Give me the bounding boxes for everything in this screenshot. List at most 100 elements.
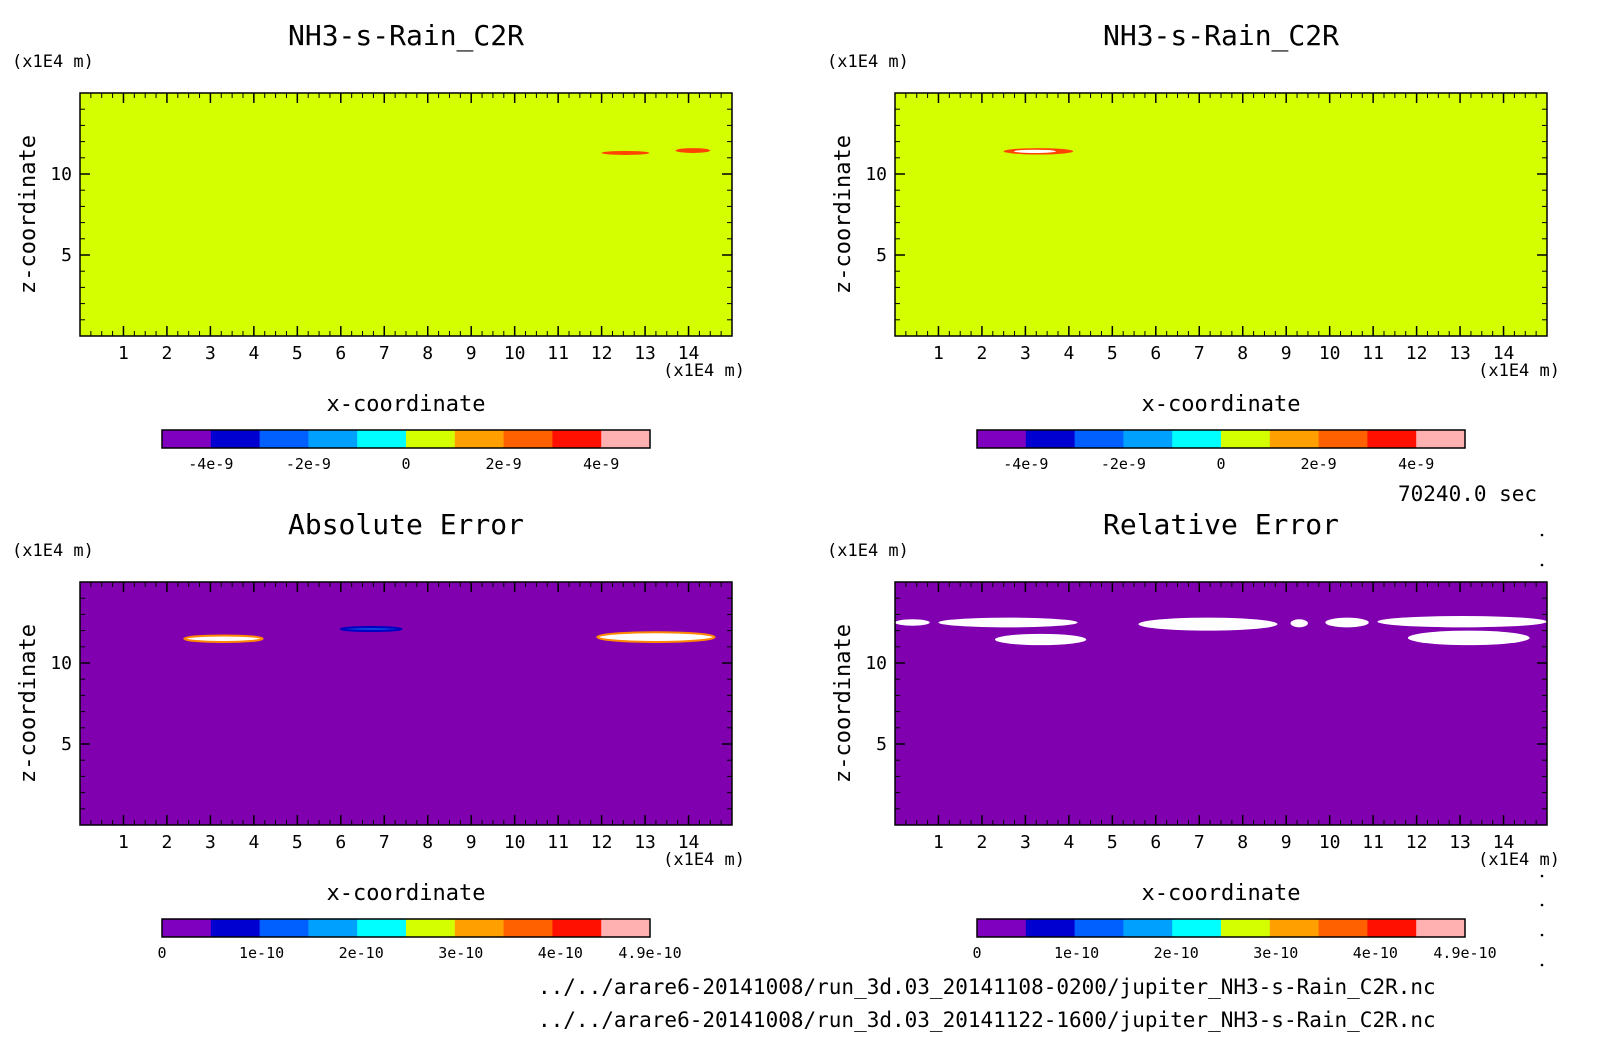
colorbar-tick-label: 4e-10	[538, 944, 583, 962]
x-tick-label: 14	[1493, 343, 1515, 364]
stray-dot	[1540, 933, 1544, 937]
y-unit-label: (x1E4 m)	[12, 541, 94, 561]
y-unit-label: (x1E4 m)	[827, 52, 909, 72]
x-tick-label: 2	[162, 832, 173, 853]
y-unit-label: (x1E4 m)	[827, 541, 909, 561]
colorbar-swatch-7	[454, 430, 505, 448]
data-feature-core-1	[1014, 149, 1056, 153]
x-tick-label: 7	[379, 832, 390, 853]
colorbar-swatch-10	[1416, 919, 1466, 937]
stray-dot	[1540, 563, 1544, 567]
x-tick-label: 9	[1281, 832, 1292, 853]
x-axis-label: x-coordinate	[1142, 881, 1301, 906]
data-feature-7	[1377, 616, 1547, 628]
colorbar-swatch-7	[1269, 430, 1320, 448]
data-feature-5	[1290, 619, 1308, 628]
data-feature-8	[1407, 630, 1530, 646]
colorbar-tick-label: 2e-9	[486, 455, 522, 473]
data-feature-3	[596, 631, 716, 643]
stray-dot	[1540, 533, 1544, 537]
y-tick-label: 10	[865, 653, 887, 674]
x-tick-label: 12	[1406, 832, 1428, 853]
x-tick-label: 4	[248, 832, 259, 853]
colorbar-swatch-3	[259, 430, 309, 448]
data-feature-2	[938, 617, 1078, 628]
plot-background	[895, 93, 1547, 336]
colorbar-swatch-3	[1074, 919, 1124, 937]
colorbar-tick-label: 1e-10	[239, 944, 284, 962]
colorbar-tick-label: 4.9e-10	[1433, 944, 1496, 962]
x-tick-label: 11	[1362, 343, 1384, 364]
x-tick-label: 2	[162, 343, 173, 364]
x-tick-label: 13	[634, 832, 656, 853]
x-tick-label: 9	[466, 343, 477, 364]
x-axis-label: x-coordinate	[327, 881, 486, 906]
x-tick-label: 10	[1319, 343, 1341, 364]
data-feature-2	[339, 625, 403, 632]
x-tick-label: 11	[547, 832, 569, 853]
colorbar-tick-label: 4e-10	[1353, 944, 1398, 962]
y-tick-label: 5	[61, 245, 72, 266]
data-feature-1	[601, 150, 650, 155]
colorbar-swatch-1	[162, 430, 212, 448]
colorbar-swatch-8	[1318, 919, 1368, 937]
x-tick-label: 4	[248, 343, 259, 364]
colorbar-tick-label: 0	[1216, 455, 1225, 473]
colorbar-swatch-2	[1025, 919, 1076, 937]
colorbar-swatch-1	[977, 919, 1027, 937]
x-tick-label: 8	[1237, 832, 1248, 853]
colorbar-swatch-3	[259, 919, 309, 937]
x-tick-label: 3	[1020, 832, 1031, 853]
colorbar-frame	[161, 918, 651, 938]
x-tick-label: 2	[977, 832, 988, 853]
data-feature-3	[994, 633, 1087, 646]
chart-title: Relative Error	[1103, 508, 1339, 541]
colorbar-tick-label: 0	[157, 944, 166, 962]
colorbar-swatch-10	[601, 919, 651, 937]
x-tick-label: 5	[292, 343, 303, 364]
y-axis-label: z-coordinate	[16, 624, 41, 783]
data-feature-1	[895, 619, 930, 626]
x-tick-label: 3	[205, 832, 216, 853]
x-tick-label: 13	[1449, 343, 1471, 364]
colorbar-swatch-9	[552, 430, 602, 448]
file-path-2: ../../arare6-20141008/run_3d.03_20141122…	[538, 1008, 1436, 1032]
y-tick-label: 10	[50, 653, 72, 674]
colorbar-swatch-2	[1025, 430, 1076, 448]
colorbar-tick-label: -4e-9	[1003, 455, 1048, 473]
colorbar-swatch-6	[1221, 919, 1271, 937]
y-tick-label: 10	[50, 164, 72, 185]
time-label: 70240.0 sec	[1398, 482, 1538, 506]
chart-title: NH3-s-Rain_C2R	[1103, 19, 1339, 53]
x-tick-label: 5	[1107, 343, 1118, 364]
x-tick-label: 13	[1449, 832, 1471, 853]
x-tick-label: 6	[335, 343, 346, 364]
colorbar-tick-label: 4e-9	[583, 455, 619, 473]
stray-dot	[1540, 874, 1544, 878]
colorbar-swatch-7	[1269, 919, 1320, 937]
x-tick-label: 3	[1020, 343, 1031, 364]
x-tick-label: 10	[504, 343, 526, 364]
colorbar-swatch-4	[308, 919, 358, 937]
colorbar-frame	[161, 429, 651, 449]
colorbar-swatch-8	[503, 430, 553, 448]
x-tick-label: 12	[591, 343, 613, 364]
x-tick-label: 2	[977, 343, 988, 364]
y-tick-label: 5	[61, 734, 72, 755]
plot-background	[80, 582, 732, 825]
colorbar-tick-label: -4e-9	[188, 455, 233, 473]
colorbar-tick-label: 0	[401, 455, 410, 473]
x-tick-label: 1	[118, 343, 129, 364]
colorbar-swatch-8	[1318, 430, 1368, 448]
data-feature-1	[183, 634, 264, 643]
colorbar-tick-label: 3e-10	[438, 944, 483, 962]
x-tick-label: 7	[379, 343, 390, 364]
chart-panel-3: Absolute Error(x1E4 m)(x1E4 m)1 2 3 4 5 6 7 8 9 1…	[12, 508, 745, 962]
y-tick-label: 5	[876, 734, 887, 755]
colorbar-swatch-4	[1123, 919, 1173, 937]
x-tick-label: 6	[1150, 343, 1161, 364]
x-axis-label: x-coordinate	[1142, 392, 1301, 417]
colorbar-swatch-10	[601, 430, 651, 448]
colorbar-tick-label: 2e-10	[1154, 944, 1199, 962]
colorbar-swatch-9	[552, 919, 602, 937]
